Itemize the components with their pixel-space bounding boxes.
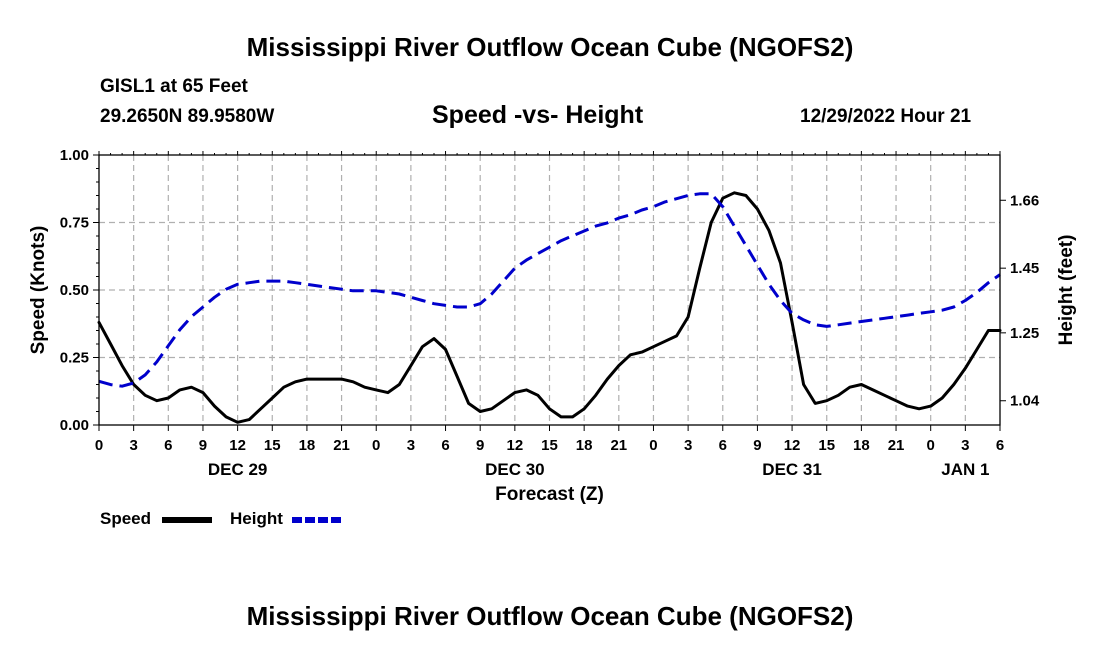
legend-speed-label: Speed xyxy=(100,509,152,528)
x-tick-label: 12 xyxy=(784,437,801,454)
station-coords: 29.2650N 89.9580W xyxy=(100,106,275,127)
x-tick-label: 12 xyxy=(507,437,524,454)
x-tick-label: 21 xyxy=(888,437,905,454)
series-speed-line xyxy=(97,191,1002,424)
y2-tick-label: 1.66 xyxy=(1010,192,1039,209)
y-tick-label: 0.00 xyxy=(60,417,89,434)
station-name: GISL1 at 65 Feet xyxy=(100,76,248,97)
date-label: JAN 1 xyxy=(941,460,989,479)
x-tick-label: 15 xyxy=(264,437,281,454)
y2-axis-title: Height (feet) xyxy=(1056,235,1077,346)
x-tick-label: 6 xyxy=(719,437,727,454)
y2-tick-label: 1.04 xyxy=(1010,393,1040,410)
x-tick-label: 18 xyxy=(299,437,316,454)
x-tick-label: 3 xyxy=(129,437,137,454)
series-layer xyxy=(97,191,1002,424)
x-tick-label: 9 xyxy=(199,437,207,454)
x-tick-label: 18 xyxy=(853,437,870,454)
y-axis-title: Speed (Knots) xyxy=(28,226,49,355)
chart-title: Mississippi River Outflow Ocean Cube (NG… xyxy=(246,32,854,62)
x-tick-label: 18 xyxy=(576,437,593,454)
x-tick-label: 3 xyxy=(407,437,415,454)
x-tick-label: 15 xyxy=(541,437,558,454)
x-tick-label: 21 xyxy=(610,437,627,454)
x-tick-label: 0 xyxy=(372,437,380,454)
speed-height-chart: 0 3 6 9 12 15 18 21 0 3 6 9 12 15 18 21 0 3 6 9 12 15 18 21 0 3 6 0… xyxy=(28,147,1077,523)
date-label: DEC 29 xyxy=(208,460,268,479)
x-tick-label: 15 xyxy=(818,437,835,454)
chart-subtitle: Speed -vs- Height xyxy=(432,101,644,129)
x-tick-label: 6 xyxy=(996,437,1004,454)
forecast-datetime: 12/29/2022 Hour 21 xyxy=(800,106,972,127)
x-axis-title: Forecast (Z) xyxy=(495,484,604,505)
x-tick-label: 0 xyxy=(95,437,103,454)
y-tick-label: 0.25 xyxy=(60,350,89,367)
y2-tick-label: 1.25 xyxy=(1010,325,1039,342)
x-tick-label: 12 xyxy=(229,437,246,454)
x-tick-label: 21 xyxy=(333,437,350,454)
x-tick-label: 6 xyxy=(164,437,172,454)
y2-tick-label: 1.45 xyxy=(1010,260,1039,277)
y-tick-label: 0.50 xyxy=(60,282,89,299)
series-height-line xyxy=(98,192,1001,388)
x-tick-label: 3 xyxy=(961,437,969,454)
y-tick-label: 0.75 xyxy=(60,215,89,232)
x-tick-label: 6 xyxy=(441,437,449,454)
x-tick-label: 9 xyxy=(476,437,484,454)
legend-height-label: Height xyxy=(230,509,283,528)
date-label: DEC 31 xyxy=(762,460,822,479)
x-tick-label: 0 xyxy=(927,437,935,454)
x-tick-label: 0 xyxy=(649,437,657,454)
axes: 0 3 6 9 12 15 18 21 0 3 6 9 12 15 18 21 0 3 6 9 12 15 18 21 0 3 6 0… xyxy=(28,147,1077,505)
x-tick-label: 3 xyxy=(684,437,692,454)
date-label: DEC 30 xyxy=(485,460,545,479)
footer-title: Mississippi River Outflow Ocean Cube (NG… xyxy=(246,601,854,631)
y-tick-label: 1.00 xyxy=(60,147,89,164)
x-tick-label: 9 xyxy=(753,437,761,454)
